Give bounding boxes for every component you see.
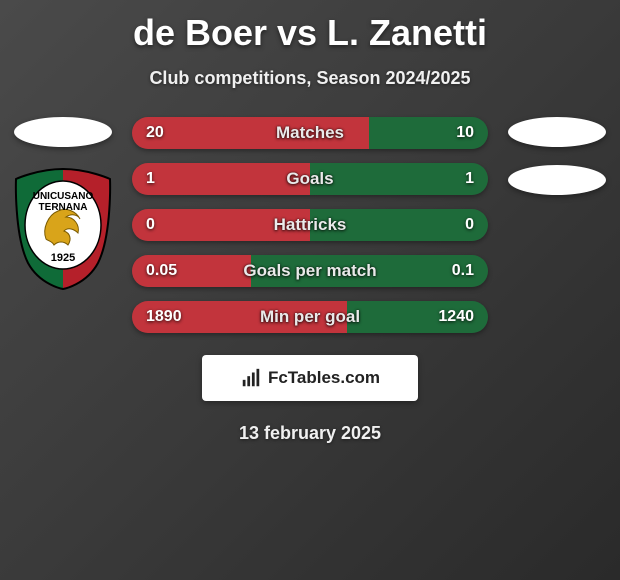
stat-right-value: 0.1: [452, 262, 474, 280]
left-side-column: UNICUSANO TERNANA 1925: [8, 117, 118, 291]
stat-right-value: 1240: [438, 308, 474, 326]
brand-badge: FcTables.com: [202, 355, 418, 401]
stat-bar-right-fill: [310, 163, 488, 195]
stat-right-value: 0: [465, 216, 474, 234]
stat-label: Hattricks: [274, 215, 347, 235]
ternana-badge-icon: UNICUSANO TERNANA 1925: [8, 165, 118, 291]
footer-date: 13 february 2025: [0, 423, 620, 444]
stat-right-value: 1: [465, 170, 474, 188]
right-club-placeholder: [508, 165, 606, 195]
stats-column: 20 10 Matches 1 1 Goals 0 0 Hattricks 0.05 0.1 Goal…: [118, 117, 502, 333]
subtitle: Club competitions, Season 2024/2025: [0, 68, 620, 89]
stat-left-value: 1: [146, 170, 155, 188]
badge-mid-text: TERNANA: [39, 202, 88, 213]
stat-left-value: 1890: [146, 308, 182, 326]
right-side-column: [502, 117, 612, 195]
brand-text: FcTables.com: [268, 368, 380, 388]
stat-left-value: 0: [146, 216, 155, 234]
comparison-area: UNICUSANO TERNANA 1925 20 10 Matches 1 1 Goal…: [0, 117, 620, 333]
stat-bar: 0 0 Hattricks: [132, 209, 488, 241]
stat-bar: 0.05 0.1 Goals per match: [132, 255, 488, 287]
left-club-badge: UNICUSANO TERNANA 1925: [8, 165, 118, 291]
badge-year: 1925: [51, 252, 75, 264]
stat-bar: 1 1 Goals: [132, 163, 488, 195]
stat-bar: 20 10 Matches: [132, 117, 488, 149]
left-player-placeholder: [14, 117, 112, 147]
stat-bar: 1890 1240 Min per goal: [132, 301, 488, 333]
right-player-placeholder: [508, 117, 606, 147]
stat-label: Min per goal: [260, 307, 360, 327]
stat-right-value: 10: [456, 124, 474, 142]
stat-label: Goals: [286, 169, 333, 189]
page-title: de Boer vs L. Zanetti: [0, 0, 620, 54]
stat-left-value: 0.05: [146, 262, 177, 280]
stat-label: Goals per match: [243, 261, 376, 281]
stat-label: Matches: [276, 123, 344, 143]
stat-left-value: 20: [146, 124, 164, 142]
chart-icon: [240, 367, 262, 389]
stat-bar-left-fill: [132, 163, 310, 195]
badge-top-text: UNICUSANO: [33, 191, 94, 202]
